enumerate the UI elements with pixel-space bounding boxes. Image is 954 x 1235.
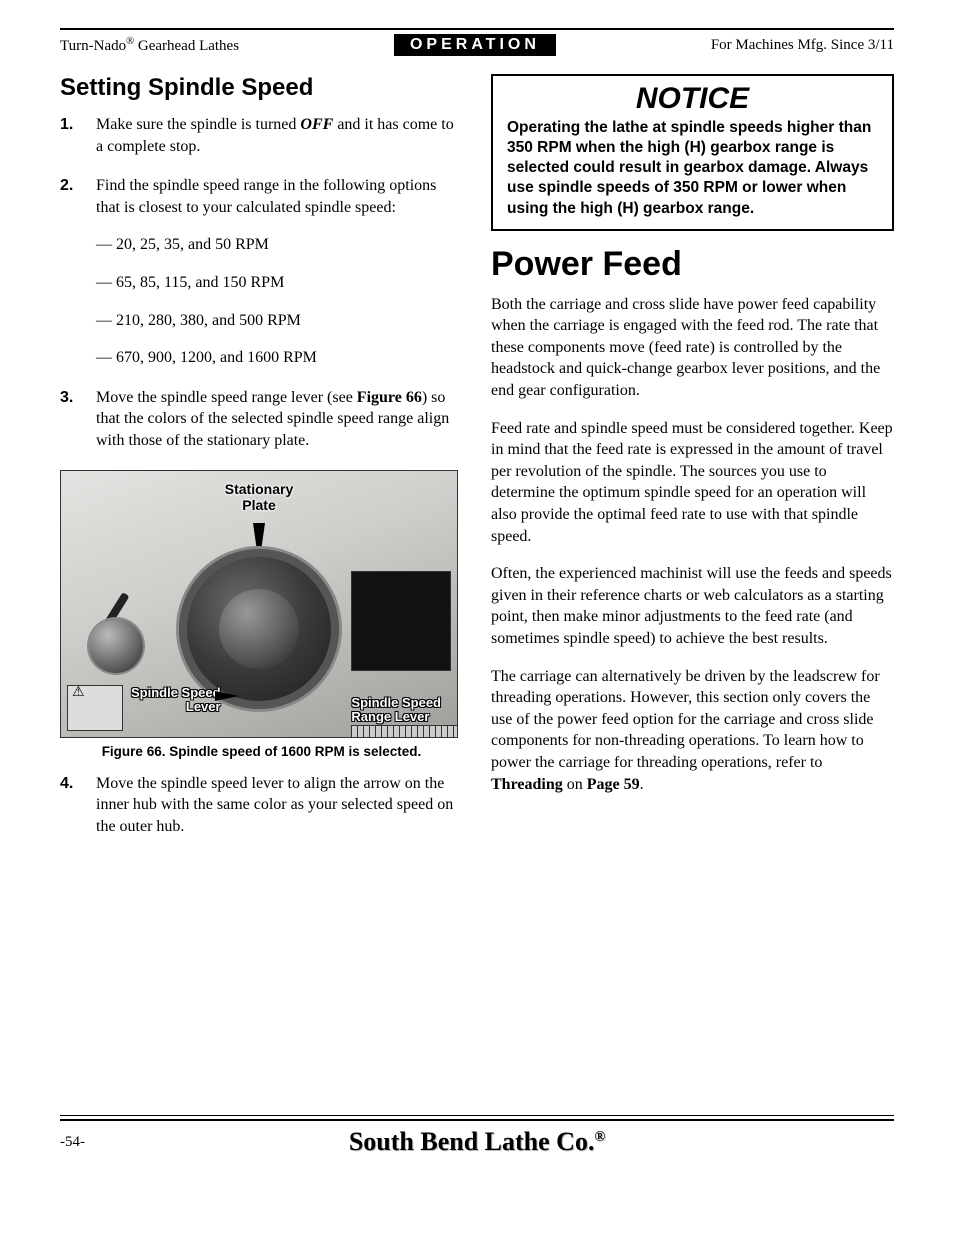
steps-list-cont: Move the spindle speed lever to align th… xyxy=(60,773,463,838)
footer-row: -54- South Bend Lathe Co.® xyxy=(60,1127,894,1157)
p4-c: on xyxy=(563,776,587,793)
range-item: — 65, 85, 115, and 150 RPM xyxy=(96,272,463,294)
registered-mark: ® xyxy=(126,36,134,47)
step-1: Make sure the spindle is turned OFF and … xyxy=(60,114,463,157)
spindle-speed-range-lever-label: Spindle Speed Range Lever xyxy=(351,696,441,725)
step-3: Move the spindle speed range lever (see … xyxy=(60,387,463,452)
lever-r-l2: Range Lever xyxy=(351,709,429,724)
spindle-speed-lever-label: Spindle Speed Lever xyxy=(131,686,221,715)
range-item: — 670, 900, 1200, and 1600 RPM xyxy=(96,347,463,369)
section-heading-power-feed: Power Feed xyxy=(491,245,894,284)
notice-title: NOTICE xyxy=(507,82,878,116)
stationary-l1: Stationary xyxy=(225,481,293,497)
section-heading-spindle-speed: Setting Spindle Speed xyxy=(60,74,463,102)
p4-a: The carriage can alternatively be driven… xyxy=(491,668,880,771)
power-feed-p3: Often, the experienced machinist will us… xyxy=(491,563,894,649)
power-feed-p2: Feed rate and spindle speed must be cons… xyxy=(491,418,894,548)
lever-l-l2: Lever xyxy=(186,699,221,714)
header-left-prefix: Turn-Nado xyxy=(60,38,126,54)
lever-l-l1: Spindle Speed xyxy=(131,685,221,700)
footer-rule-thick xyxy=(60,1119,894,1121)
stationary-l2: Plate xyxy=(242,497,275,513)
instruction-panel xyxy=(351,571,451,671)
steps-list: Make sure the spindle is turned OFF and … xyxy=(60,114,463,452)
header-left: Turn-Nado® Gearhead Lathes xyxy=(60,36,239,55)
step3-figref: Figure 66 xyxy=(357,389,422,406)
left-column: Setting Spindle Speed Make sure the spin… xyxy=(60,74,463,855)
footer-rules xyxy=(60,1115,894,1121)
two-column-layout: Setting Spindle Speed Make sure the spin… xyxy=(60,74,894,855)
header-center-badge: OPERATION xyxy=(394,34,556,56)
figure-66: Stationary Plate Spindle Speed Lever xyxy=(60,470,463,759)
top-rule-thick xyxy=(60,28,894,30)
company-name: South Bend Lathe Co.® xyxy=(120,1127,834,1157)
header-right: For Machines Mfg. Since 3/11 xyxy=(711,37,894,54)
warning-sticker xyxy=(67,685,123,731)
step1-off: OFF xyxy=(300,116,333,133)
range-item: — 20, 25, 35, and 50 RPM xyxy=(96,234,463,256)
header-left-suffix: Gearhead Lathes xyxy=(134,38,239,54)
notice-box: NOTICE Operating the lathe at spindle sp… xyxy=(491,74,894,231)
step-2: Find the spindle speed range in the foll… xyxy=(60,175,463,369)
ruler-graphic xyxy=(351,725,457,737)
power-feed-p1: Both the carriage and cross slide have p… xyxy=(491,294,894,402)
company-reg-mark: ® xyxy=(594,1129,605,1145)
page-number: -54- xyxy=(60,1134,120,1151)
step1-text-a: Make sure the spindle is turned xyxy=(96,116,300,133)
right-column: NOTICE Operating the lathe at spindle sp… xyxy=(491,74,894,855)
spindle-speed-lever-knob xyxy=(89,619,143,673)
figure-image: Stationary Plate Spindle Speed Lever xyxy=(60,470,458,738)
range-item: — 210, 280, 380, and 500 RPM xyxy=(96,310,463,332)
p4-e: . xyxy=(640,776,644,793)
footer-rule-thin xyxy=(60,1115,894,1116)
step4-text: Move the spindle speed lever to align th… xyxy=(96,775,453,835)
step2-text: Find the spindle speed range in the foll… xyxy=(96,177,436,216)
p4-threading: Threading xyxy=(491,776,563,793)
step-4: Move the spindle speed lever to align th… xyxy=(60,773,463,838)
page: Turn-Nado® Gearhead Lathes OPERATION For… xyxy=(0,0,954,1177)
header-row: Turn-Nado® Gearhead Lathes OPERATION For… xyxy=(60,34,894,56)
company-text: South Bend Lathe Co. xyxy=(349,1127,595,1156)
arrow-right-icon xyxy=(215,691,239,701)
lever-r-l1: Spindle Speed xyxy=(351,695,441,710)
notice-body: Operating the lathe at spindle speeds hi… xyxy=(507,118,878,219)
step3-text-a: Move the spindle speed range lever (see xyxy=(96,389,357,406)
stationary-plate-label: Stationary Plate xyxy=(225,481,293,513)
speed-ranges-list: — 20, 25, 35, and 50 RPM — 65, 85, 115, … xyxy=(96,234,463,368)
figure-caption: Figure 66. Spindle speed of 1600 RPM is … xyxy=(60,744,463,759)
power-feed-p4: The carriage can alternatively be driven… xyxy=(491,666,894,796)
p4-pageref: Page 59 xyxy=(587,776,640,793)
